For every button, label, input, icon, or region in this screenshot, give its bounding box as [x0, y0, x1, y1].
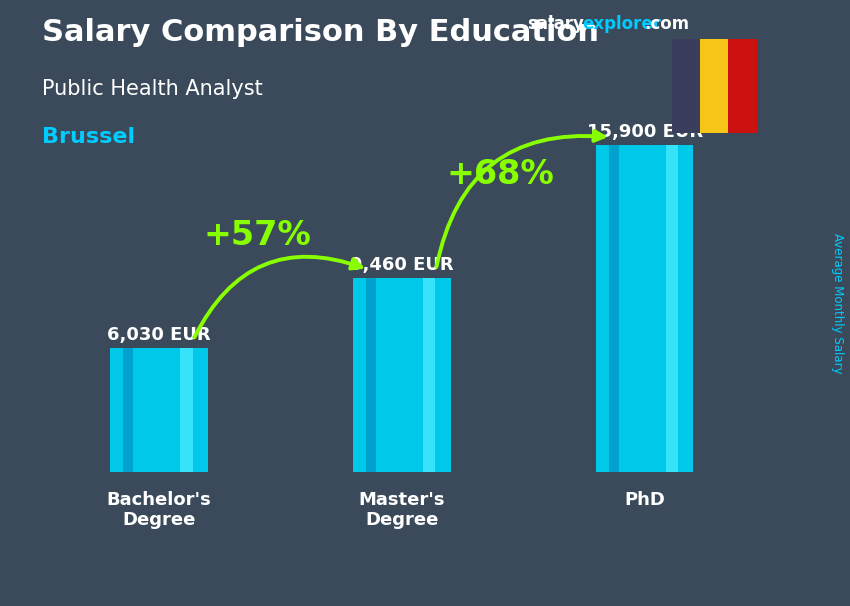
Bar — [672, 39, 700, 133]
Bar — [596, 145, 694, 472]
Text: Bachelor's
Degree: Bachelor's Degree — [107, 490, 212, 530]
Bar — [666, 145, 678, 472]
Text: Salary Comparison By Education: Salary Comparison By Education — [42, 18, 599, 47]
Bar — [180, 348, 193, 472]
FancyArrowPatch shape — [195, 257, 361, 338]
Bar — [366, 278, 376, 472]
Text: 6,030 EUR: 6,030 EUR — [107, 326, 211, 344]
Text: Master's
Degree: Master's Degree — [359, 490, 445, 530]
FancyArrowPatch shape — [436, 131, 604, 267]
Bar — [609, 145, 619, 472]
Bar — [110, 348, 207, 472]
Bar — [422, 278, 435, 472]
Text: explorer: explorer — [582, 15, 661, 33]
Text: +57%: +57% — [203, 219, 311, 252]
Text: Brussel: Brussel — [42, 127, 136, 147]
Bar — [728, 39, 756, 133]
Text: PhD: PhD — [625, 490, 666, 508]
Text: .com: .com — [644, 15, 689, 33]
Bar — [354, 278, 450, 472]
Bar — [700, 39, 728, 133]
Text: 9,460 EUR: 9,460 EUR — [350, 256, 454, 274]
Text: +68%: +68% — [446, 158, 554, 191]
Text: Average Monthly Salary: Average Monthly Salary — [830, 233, 844, 373]
Bar — [123, 348, 133, 472]
Text: 15,900 EUR: 15,900 EUR — [586, 124, 703, 141]
Text: salary: salary — [527, 15, 584, 33]
Text: Public Health Analyst: Public Health Analyst — [42, 79, 264, 99]
